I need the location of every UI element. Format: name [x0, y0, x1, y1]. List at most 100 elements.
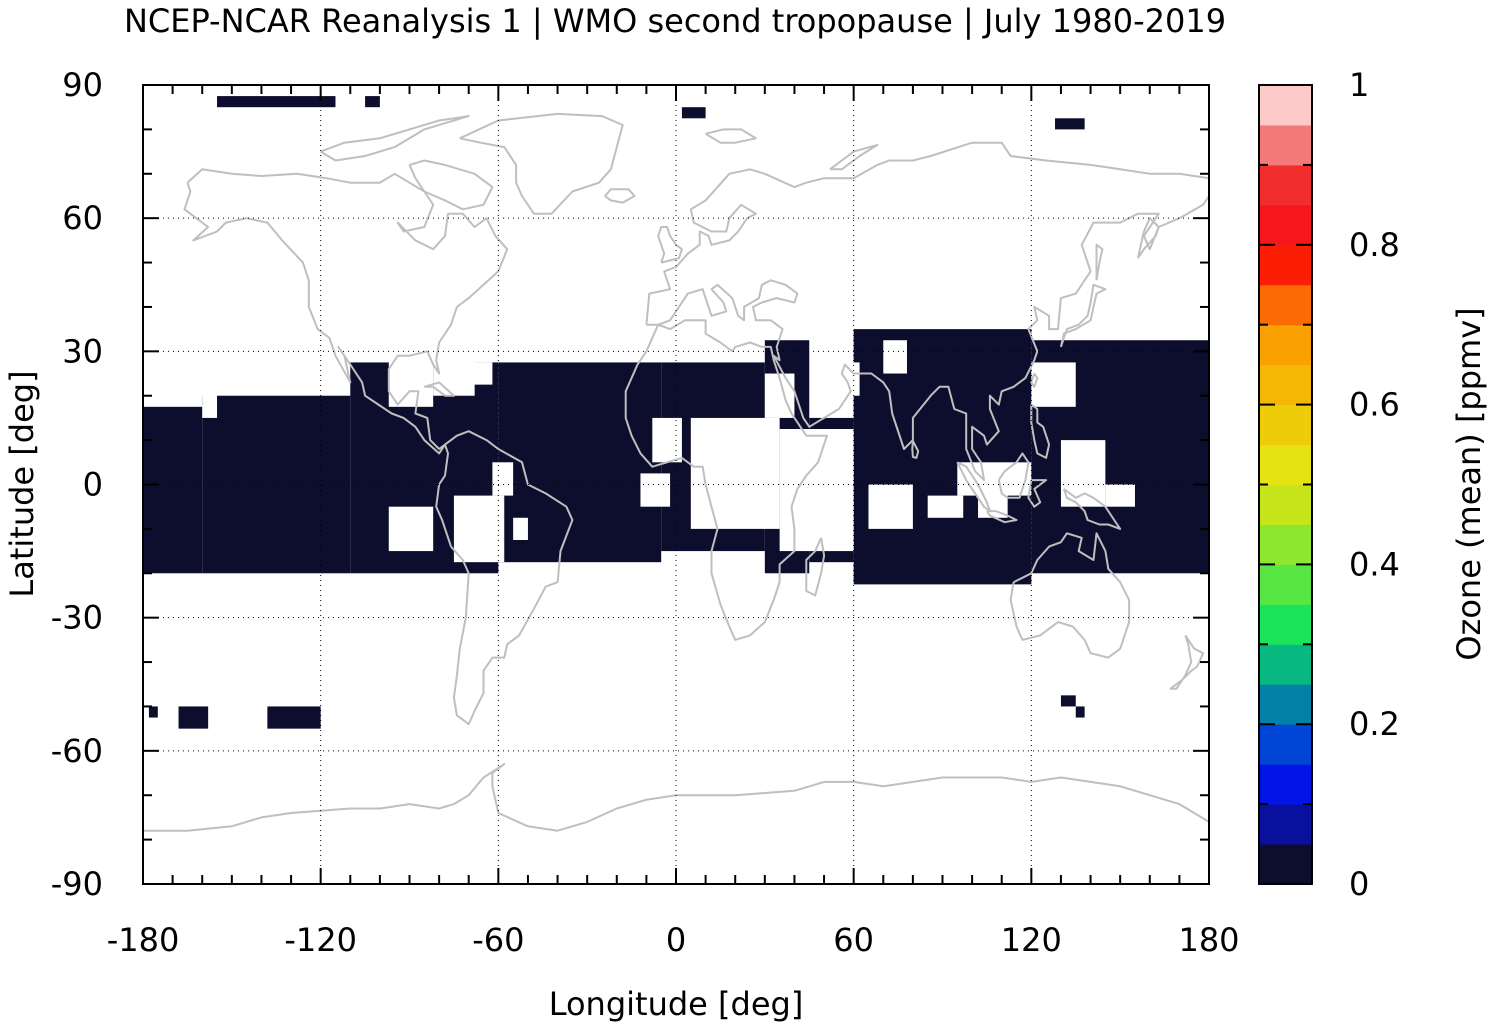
gap-cell — [690, 417, 780, 529]
data-layer — [143, 96, 1209, 729]
data-cell — [267, 706, 321, 729]
data-cell — [365, 96, 380, 108]
colorbar-bin — [1259, 564, 1312, 605]
gap-cell — [779, 429, 854, 552]
colorbar-bin — [1259, 364, 1312, 406]
colorbar-bin — [1259, 284, 1312, 326]
colorbar-bin — [1259, 684, 1312, 725]
colorbar-tick-label: 0 — [1349, 865, 1369, 903]
colorbar-tick-label: 0.4 — [1349, 545, 1400, 583]
gap-cell — [202, 384, 218, 418]
y-tick-label: 0 — [83, 466, 103, 504]
gap-cell — [883, 340, 907, 374]
data-cell — [148, 706, 158, 718]
colorbar-frame — [1258, 84, 1313, 885]
gap-cell — [1105, 484, 1135, 507]
gap-cell — [492, 462, 514, 496]
x-axis-label: Longitude [deg] — [549, 985, 804, 1023]
coastline-svalbard — [705, 128, 757, 144]
coastline-antarctica — [143, 763, 1210, 832]
gap-cell — [927, 495, 964, 518]
coastline-japan — [1059, 283, 1107, 348]
data-cell — [202, 395, 351, 574]
grid-layer — [143, 85, 1209, 884]
x-tick-label: -60 — [472, 921, 524, 959]
x-tick-label: 0 — [666, 921, 686, 959]
coastline-madagascar — [805, 537, 826, 597]
y-tick-label: 30 — [62, 332, 103, 370]
coastline-java — [986, 510, 1018, 524]
colorbar-bin — [1259, 444, 1312, 485]
colorbar-bin — [1259, 764, 1312, 805]
gap-cell — [640, 473, 671, 507]
plot-area — [142, 84, 1210, 885]
chart-title: NCEP-NCAR Reanalysis 1 | WMO second trop… — [124, 2, 1226, 40]
y-tick-label: -30 — [51, 599, 103, 637]
data-cell — [143, 406, 203, 574]
coastline-borneo — [997, 452, 1030, 499]
y-tick-labels: 90 60 30 0 -30 -60 -90 — [51, 66, 103, 903]
colorbar-tick-label: 0.6 — [1349, 386, 1400, 424]
x-tick-labels: -180 -120 -60 0 60 120 180 — [107, 921, 1240, 959]
gap-cell — [978, 484, 1008, 518]
colorbar-bin — [1259, 204, 1312, 246]
coastline-australia — [1009, 532, 1131, 659]
y-tick-label: 90 — [62, 66, 103, 104]
coastline-eurasia-africa — [645, 141, 1210, 325]
coastline-sri-lanka — [911, 440, 920, 459]
colorbar-bin — [1259, 644, 1312, 685]
colorbar-bin — [1259, 804, 1312, 845]
coastline-south-america — [435, 430, 574, 726]
plot-frame — [142, 84, 1210, 885]
coastline-greenland — [459, 112, 624, 215]
x-tick-label: 180 — [1178, 921, 1239, 959]
gap-cell — [468, 362, 493, 385]
data-cell — [1075, 706, 1085, 718]
coastline-philippines — [1030, 403, 1051, 459]
colorbar-bin — [1259, 244, 1312, 286]
coastline-novaya-zemlya — [829, 143, 879, 171]
colorbar-bin — [1259, 164, 1312, 206]
colorbar-bin — [1259, 844, 1312, 885]
coastline-asia-east — [646, 195, 1210, 482]
gap-cell — [388, 506, 434, 552]
coastline-arctic-islands — [320, 115, 470, 162]
colorbar-bins — [1259, 85, 1312, 885]
x-tick-label: 120 — [1001, 921, 1062, 959]
data-cell — [681, 107, 706, 119]
colorbar-bin — [1259, 324, 1312, 366]
colorbar: 1 0.8 0.6 0.4 0.2 0 Ozone (mean) [ppmv] — [1258, 66, 1488, 903]
data-cell — [178, 706, 209, 729]
coastline-hokkaido-sakhalin — [1095, 243, 1104, 281]
data-cell — [1060, 695, 1076, 707]
coastline-new-zealand — [1169, 634, 1205, 690]
x-tick-label: -180 — [107, 921, 180, 959]
y-tick-label: -90 — [51, 865, 103, 903]
colorbar-bin — [1259, 85, 1312, 126]
gap-cell — [1060, 440, 1106, 507]
coastline-cuba — [424, 381, 455, 397]
gap-cell — [652, 417, 682, 463]
y-tick-label: -60 — [51, 732, 103, 770]
colorbar-bin — [1259, 484, 1312, 525]
coastline-africa — [624, 319, 828, 641]
colorbar-tick-label: 0.8 — [1349, 226, 1400, 264]
colorbar-bin — [1259, 604, 1312, 645]
coastline-north-america — [183, 168, 509, 455]
x-tick-label: 60 — [833, 921, 874, 959]
gap-cell — [1031, 362, 1076, 407]
y-axis-label: Latitude [deg] — [3, 370, 41, 597]
coastline-britain — [657, 226, 683, 264]
colorbar-tick-labels: 1 0.8 0.6 0.4 0.2 0 — [1349, 66, 1400, 903]
coastline-iceland — [604, 188, 636, 204]
colorbar-bin — [1259, 524, 1312, 565]
data-cell — [217, 96, 336, 108]
y-tick-label: 60 — [62, 199, 103, 237]
colorbar-bin — [1259, 404, 1312, 446]
colorbar-tick-label: 1 — [1349, 66, 1369, 104]
gap-cell — [513, 517, 528, 540]
gap-cell — [868, 484, 913, 529]
coastline-new-guinea — [1062, 488, 1122, 530]
coastline-kamchatka — [1136, 217, 1160, 259]
